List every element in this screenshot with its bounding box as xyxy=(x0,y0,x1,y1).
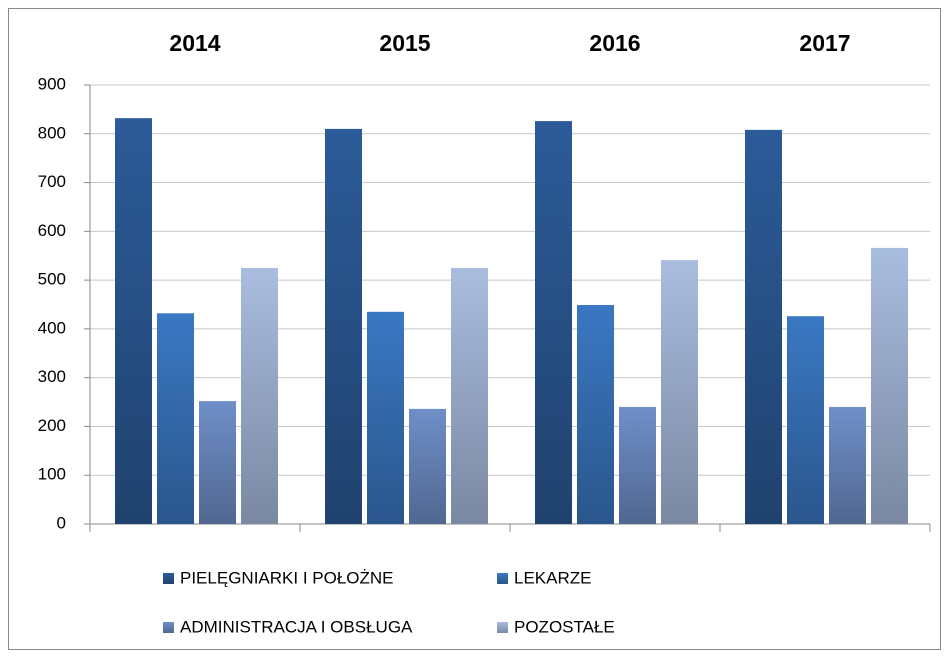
legend-label: PIELĘGNIARKI I POŁOŻNE xyxy=(180,568,394,587)
bar xyxy=(367,311,404,524)
bar xyxy=(745,129,782,524)
bar xyxy=(619,406,656,524)
bar xyxy=(409,408,446,524)
bar xyxy=(115,118,152,525)
bar xyxy=(451,267,488,524)
bar xyxy=(241,267,278,524)
category-label: 2014 xyxy=(169,30,220,56)
legend-swatch xyxy=(497,573,508,584)
legend-swatch xyxy=(497,622,508,633)
y-tick-label: 300 xyxy=(38,367,66,386)
bar xyxy=(661,260,698,524)
bar xyxy=(325,128,362,524)
y-tick-label: 200 xyxy=(38,416,66,435)
category-label: 2016 xyxy=(589,30,640,56)
y-tick-label: 500 xyxy=(38,270,66,289)
legend-swatch xyxy=(163,622,174,633)
category-label: 2017 xyxy=(799,30,850,56)
y-tick-label: 800 xyxy=(38,123,66,142)
bar xyxy=(157,313,194,524)
bar xyxy=(787,316,824,524)
y-tick-label: 400 xyxy=(38,318,66,337)
y-tick-label: 900 xyxy=(38,74,66,93)
bar xyxy=(577,304,614,524)
y-tick-label: 0 xyxy=(57,513,66,532)
bar xyxy=(199,401,236,524)
legend-swatch xyxy=(163,573,174,584)
bar xyxy=(535,121,572,525)
bar xyxy=(829,406,866,524)
bar xyxy=(871,247,908,524)
legend-label: ADMINISTRACJA I OBSŁUGA xyxy=(180,617,413,636)
y-tick-label: 100 xyxy=(38,465,66,484)
category-label: 2015 xyxy=(379,30,430,56)
y-tick-label: 600 xyxy=(38,221,66,240)
y-tick-label: 700 xyxy=(38,172,66,191)
legend-label: LEKARZE xyxy=(514,568,591,587)
legend-label: POZOSTAŁE xyxy=(514,617,615,636)
